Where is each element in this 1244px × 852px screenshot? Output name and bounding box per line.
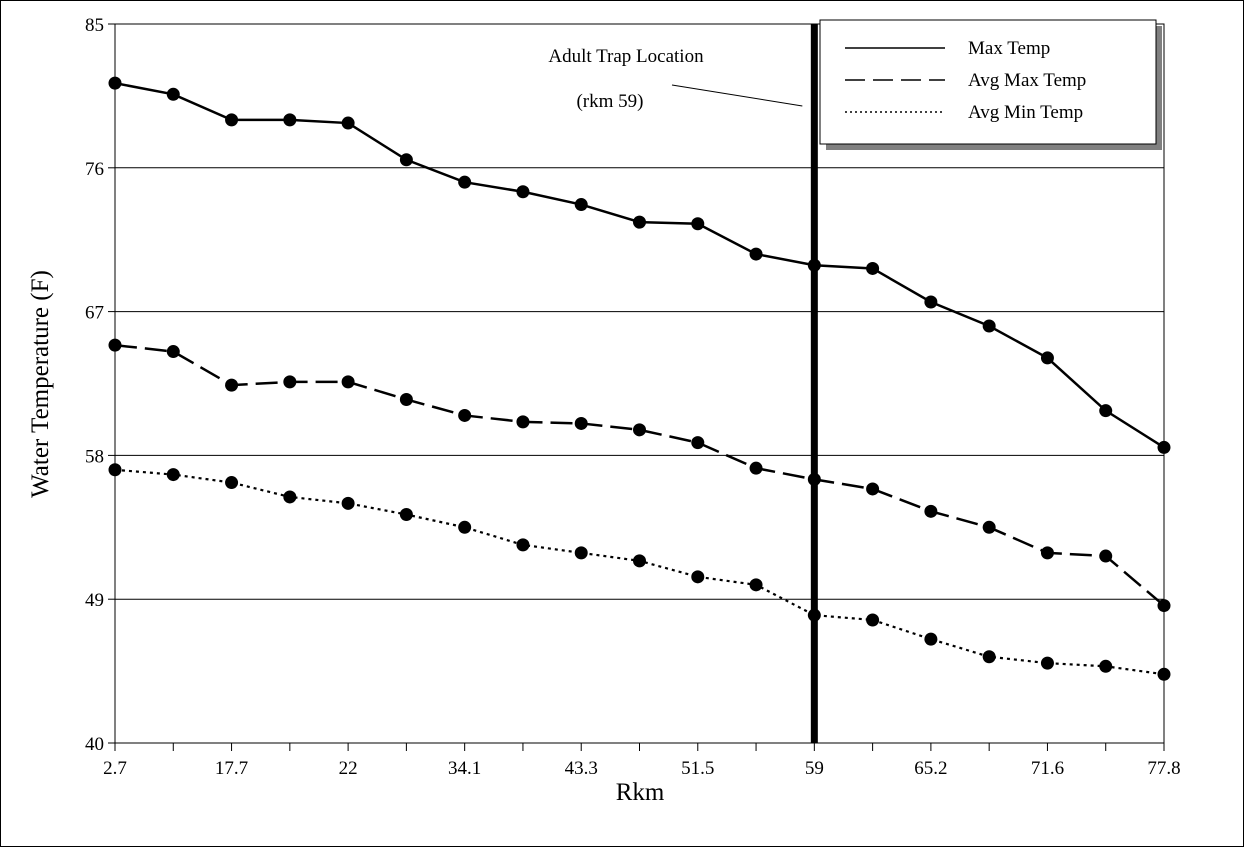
y-tick-label: 49 [85,590,104,611]
data-point [924,504,938,518]
legend-label: Avg Max Temp [968,70,1086,91]
data-point [458,520,472,534]
data-point [1040,546,1054,560]
data-point [1099,549,1113,563]
data-point [691,570,705,584]
data-point [982,319,996,333]
data-point [399,508,413,522]
data-point [108,76,122,90]
data-point [1040,656,1054,670]
x-axis-label: Rkm [616,779,665,806]
data-point [108,463,122,477]
data-point [1099,404,1113,418]
data-point [399,153,413,167]
data-point [633,215,646,229]
x-tick-label: 51.5 [681,758,714,779]
data-point [166,345,180,359]
axes: 40 49 58 67 76 85 2.7 17.7 22 34.1 43.3 51.5 59 65.2 7… [85,15,1181,779]
data-point [924,632,938,646]
data-point [399,392,413,406]
series-2 [108,338,1171,613]
data-point [691,436,705,450]
data-point [866,261,880,275]
data-point [225,476,239,490]
x-tick-label: 59 [805,758,824,779]
legend-box [819,19,1157,145]
y-tick-label: 58 [85,446,104,467]
data-point [516,185,530,199]
annotation-subtitle: (rkm 59) [576,91,643,112]
data-point [1157,440,1171,454]
y-tick-label: 85 [85,15,104,36]
data-point [633,554,646,568]
data-point [341,375,355,389]
data-point [516,415,530,429]
data-point [574,546,588,560]
data-point [1157,599,1171,613]
y-tick-label: 67 [85,303,104,324]
y-tick-label: 40 [85,734,104,755]
legend-items: Max Temp Avg Max Temp Avg Min Temp [845,38,1086,123]
data-point [982,520,996,534]
data-point [108,338,122,352]
x-tick-label: 77.8 [1147,758,1180,779]
data-point [516,538,530,552]
data-point [691,217,705,231]
data-point [283,375,297,389]
data-point [283,490,297,504]
data-point [574,198,588,212]
data-point [1099,659,1113,673]
data-point [225,113,239,127]
x-tick-label: 17.7 [215,758,248,779]
data-point [166,87,180,101]
data-point [749,247,763,261]
x-tick-label: 22 [339,758,358,779]
annotation-group: Adult Trap Location (rkm 59) [548,24,818,743]
data-point [341,496,355,510]
gridlines [115,167,1164,600]
annotation-pointer [671,84,803,107]
legend-label: Avg Min Temp [968,102,1083,123]
data-point [749,461,763,475]
data-point [866,613,880,627]
data-point [982,650,996,664]
data-point [225,378,239,392]
x-tick-label: 71.6 [1031,758,1064,779]
data-point [341,116,355,130]
x-tick-label: 34.1 [448,758,481,779]
y-tick-label: 76 [85,159,104,180]
annotation-title: Adult Trap Location [548,46,704,67]
data-point [633,423,646,437]
x-tick-label: 2.7 [103,758,127,779]
data-point [458,175,472,189]
legend-label: Max Temp [968,38,1050,59]
data-point [458,408,472,422]
data-point [166,468,180,482]
y-axis-label: Water Temperature (F) [27,270,54,498]
data-point [924,295,938,309]
legend: Max Temp Avg Max Temp Avg Min Temp [819,19,1162,150]
x-tick-label: 65.2 [914,758,947,779]
data-point [866,482,880,496]
data-point [749,578,763,592]
x-tick-label: 43.3 [565,758,598,779]
data-point [283,113,297,127]
data-point [1040,351,1054,365]
data-point [574,416,588,430]
data-point [1157,667,1171,681]
